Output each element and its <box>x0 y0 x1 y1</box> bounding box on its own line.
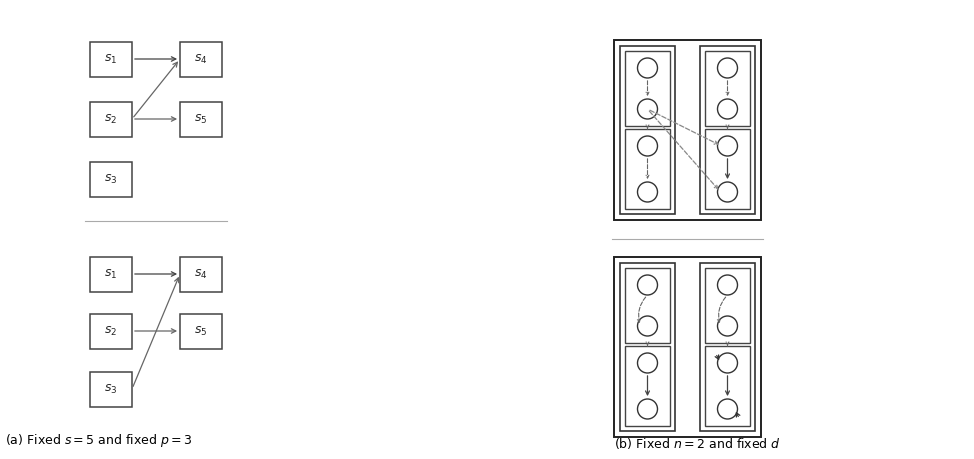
Circle shape <box>718 316 737 336</box>
Text: $s_2$: $s_2$ <box>104 112 118 126</box>
Text: $s_3$: $s_3$ <box>104 173 118 185</box>
FancyBboxPatch shape <box>90 162 132 196</box>
FancyBboxPatch shape <box>620 263 675 431</box>
FancyBboxPatch shape <box>90 313 132 348</box>
FancyBboxPatch shape <box>180 101 222 136</box>
FancyBboxPatch shape <box>90 371 132 407</box>
Circle shape <box>638 182 657 202</box>
FancyBboxPatch shape <box>625 346 670 426</box>
Circle shape <box>718 353 737 373</box>
Text: $s_5$: $s_5$ <box>195 112 207 126</box>
Text: $s_4$: $s_4$ <box>194 268 207 280</box>
FancyBboxPatch shape <box>90 41 132 77</box>
FancyBboxPatch shape <box>180 41 222 77</box>
FancyBboxPatch shape <box>700 46 755 214</box>
Text: $s_1$: $s_1$ <box>104 52 118 66</box>
Circle shape <box>638 58 657 78</box>
Circle shape <box>638 99 657 119</box>
Circle shape <box>638 353 657 373</box>
Circle shape <box>638 399 657 419</box>
FancyBboxPatch shape <box>700 263 755 431</box>
FancyBboxPatch shape <box>614 40 761 220</box>
Text: $s_1$: $s_1$ <box>104 268 118 280</box>
FancyBboxPatch shape <box>180 257 222 291</box>
Circle shape <box>638 275 657 295</box>
Text: $s_5$: $s_5$ <box>195 325 207 337</box>
Text: (a) Fixed $s = 5$ and fixed $p = 3$: (a) Fixed $s = 5$ and fixed $p = 3$ <box>5 432 193 449</box>
FancyBboxPatch shape <box>705 51 750 126</box>
Circle shape <box>718 399 737 419</box>
Circle shape <box>638 136 657 156</box>
Text: $s_3$: $s_3$ <box>104 382 118 396</box>
FancyBboxPatch shape <box>625 129 670 209</box>
Circle shape <box>718 182 737 202</box>
Text: $s_4$: $s_4$ <box>194 52 207 66</box>
FancyBboxPatch shape <box>90 101 132 136</box>
Circle shape <box>718 136 737 156</box>
FancyBboxPatch shape <box>625 51 670 126</box>
FancyBboxPatch shape <box>614 257 761 437</box>
Text: $s_2$: $s_2$ <box>104 325 118 337</box>
FancyBboxPatch shape <box>620 46 675 214</box>
FancyBboxPatch shape <box>705 129 750 209</box>
Circle shape <box>718 99 737 119</box>
FancyBboxPatch shape <box>180 313 222 348</box>
Circle shape <box>718 58 737 78</box>
FancyBboxPatch shape <box>90 257 132 291</box>
Circle shape <box>638 316 657 336</box>
Text: (b) Fixed $n = 2$ and fixed $d$: (b) Fixed $n = 2$ and fixed $d$ <box>614 436 781 451</box>
FancyBboxPatch shape <box>705 346 750 426</box>
FancyBboxPatch shape <box>625 268 670 343</box>
FancyBboxPatch shape <box>705 268 750 343</box>
Circle shape <box>718 275 737 295</box>
